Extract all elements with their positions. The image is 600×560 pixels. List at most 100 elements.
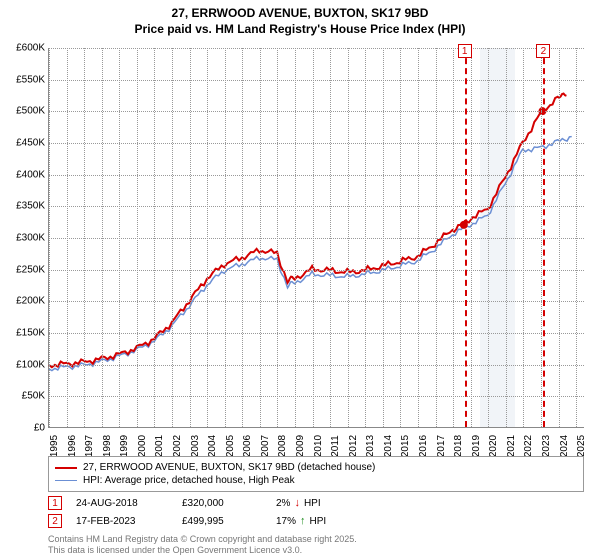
x-gridline xyxy=(260,48,261,427)
title-line-1: 27, ERRWOOD AVENUE, BUXTON, SK17 9BD xyxy=(0,6,600,22)
x-tick-label: 1996 xyxy=(67,435,78,457)
x-tick-label: 2001 xyxy=(154,435,165,457)
legend-swatch xyxy=(55,480,77,481)
note-marker: 2 xyxy=(48,514,62,528)
x-tick-label: 2021 xyxy=(506,435,517,457)
y-gridline xyxy=(49,206,584,207)
x-gridline xyxy=(559,48,560,427)
marker-vline xyxy=(465,48,467,427)
x-tick-label: 2015 xyxy=(400,435,411,457)
x-tick-label: 2023 xyxy=(541,435,552,457)
note-price: £320,000 xyxy=(182,498,262,509)
legend-label: HPI: Average price, detached house, High… xyxy=(83,475,295,486)
x-gridline xyxy=(49,48,50,427)
y-tick-label: £150K xyxy=(5,328,45,339)
x-tick-label: 2024 xyxy=(559,435,570,457)
legend-swatch xyxy=(55,467,77,469)
note-date: 17-FEB-2023 xyxy=(76,516,168,527)
x-tick-label: 2018 xyxy=(453,435,464,457)
note-delta-suffix: HPI xyxy=(310,516,327,527)
y-tick-label: £300K xyxy=(5,233,45,244)
y-tick-label: £500K xyxy=(5,106,45,117)
x-gridline xyxy=(242,48,243,427)
marker-box: 2 xyxy=(536,44,550,58)
footer: Contains HM Land Registry data © Crown c… xyxy=(48,534,584,556)
y-gridline xyxy=(49,111,584,112)
x-tick-label: 2022 xyxy=(523,435,534,457)
x-gridline xyxy=(471,48,472,427)
x-gridline xyxy=(330,48,331,427)
x-gridline xyxy=(277,48,278,427)
y-tick-label: £550K xyxy=(5,74,45,85)
y-gridline xyxy=(49,175,584,176)
x-tick-label: 2008 xyxy=(277,435,288,457)
x-gridline xyxy=(67,48,68,427)
note-delta-suffix: HPI xyxy=(304,498,321,509)
x-gridline xyxy=(436,48,437,427)
x-gridline xyxy=(225,48,226,427)
x-tick-label: 2014 xyxy=(383,435,394,457)
y-tick-label: £450K xyxy=(5,138,45,149)
x-tick-label: 2011 xyxy=(330,435,341,457)
x-gridline xyxy=(453,48,454,427)
marker-box: 1 xyxy=(458,44,472,58)
x-gridline xyxy=(523,48,524,427)
x-gridline xyxy=(190,48,191,427)
y-gridline xyxy=(49,301,584,302)
x-gridline xyxy=(313,48,314,427)
arrow-down-icon: ↓ xyxy=(294,497,300,509)
x-gridline xyxy=(400,48,401,427)
x-tick-label: 2003 xyxy=(190,435,201,457)
x-tick-label: 2025 xyxy=(576,435,587,457)
note-row: 2 17-FEB-2023 £499,995 17% ↑ HPI xyxy=(48,512,584,530)
chart-container: 27, ERRWOOD AVENUE, BUXTON, SK17 9BD Pri… xyxy=(0,0,600,560)
note-date: 24-AUG-2018 xyxy=(76,498,168,509)
y-tick-label: £350K xyxy=(5,201,45,212)
x-gridline xyxy=(295,48,296,427)
x-gridline xyxy=(207,48,208,427)
legend-label: 27, ERRWOOD AVENUE, BUXTON, SK17 9BD (de… xyxy=(83,462,375,473)
x-tick-label: 2005 xyxy=(225,435,236,457)
x-tick-label: 2009 xyxy=(295,435,306,457)
legend: 27, ERRWOOD AVENUE, BUXTON, SK17 9BD (de… xyxy=(48,456,584,492)
x-tick-label: 2000 xyxy=(137,435,148,457)
x-tick-label: 2004 xyxy=(207,435,218,457)
x-gridline xyxy=(348,48,349,427)
x-tick-label: 2020 xyxy=(488,435,499,457)
series-hpi xyxy=(49,137,572,371)
y-gridline xyxy=(49,80,584,81)
note-price: £499,995 xyxy=(182,516,262,527)
y-gridline xyxy=(49,238,584,239)
arrow-up-icon: ↑ xyxy=(300,515,306,527)
x-gridline xyxy=(576,48,577,427)
x-tick-label: 1997 xyxy=(84,435,95,457)
x-gridline xyxy=(137,48,138,427)
note-delta-pct: 2% xyxy=(276,498,290,509)
x-gridline xyxy=(541,48,542,427)
x-gridline xyxy=(365,48,366,427)
y-tick-label: £0 xyxy=(5,423,45,434)
x-tick-label: 2012 xyxy=(348,435,359,457)
note-marker: 1 xyxy=(48,496,62,510)
x-tick-label: 2006 xyxy=(242,435,253,457)
y-tick-label: £100K xyxy=(5,359,45,370)
footer-line-2: This data is licensed under the Open Gov… xyxy=(48,545,584,556)
note-delta-pct: 17% xyxy=(276,516,296,527)
title-block: 27, ERRWOOD AVENUE, BUXTON, SK17 9BD Pri… xyxy=(0,0,600,37)
y-tick-label: £600K xyxy=(5,43,45,54)
sale-notes: 1 24-AUG-2018 £320,000 2% ↓ HPI 2 17-FEB… xyxy=(48,494,584,530)
x-gridline xyxy=(119,48,120,427)
legend-row: HPI: Average price, detached house, High… xyxy=(55,474,577,487)
y-tick-label: £200K xyxy=(5,296,45,307)
note-delta: 2% ↓ HPI xyxy=(276,497,321,509)
x-tick-label: 2007 xyxy=(260,435,271,457)
x-gridline xyxy=(506,48,507,427)
x-tick-label: 2002 xyxy=(172,435,183,457)
footer-line-1: Contains HM Land Registry data © Crown c… xyxy=(48,534,584,545)
x-tick-label: 2013 xyxy=(365,435,376,457)
y-gridline xyxy=(49,143,584,144)
y-tick-label: £400K xyxy=(5,169,45,180)
chart-area: £0£50K£100K£150K£200K£250K£300K£350K£400… xyxy=(48,48,584,428)
y-gridline xyxy=(49,333,584,334)
y-gridline xyxy=(49,48,584,49)
